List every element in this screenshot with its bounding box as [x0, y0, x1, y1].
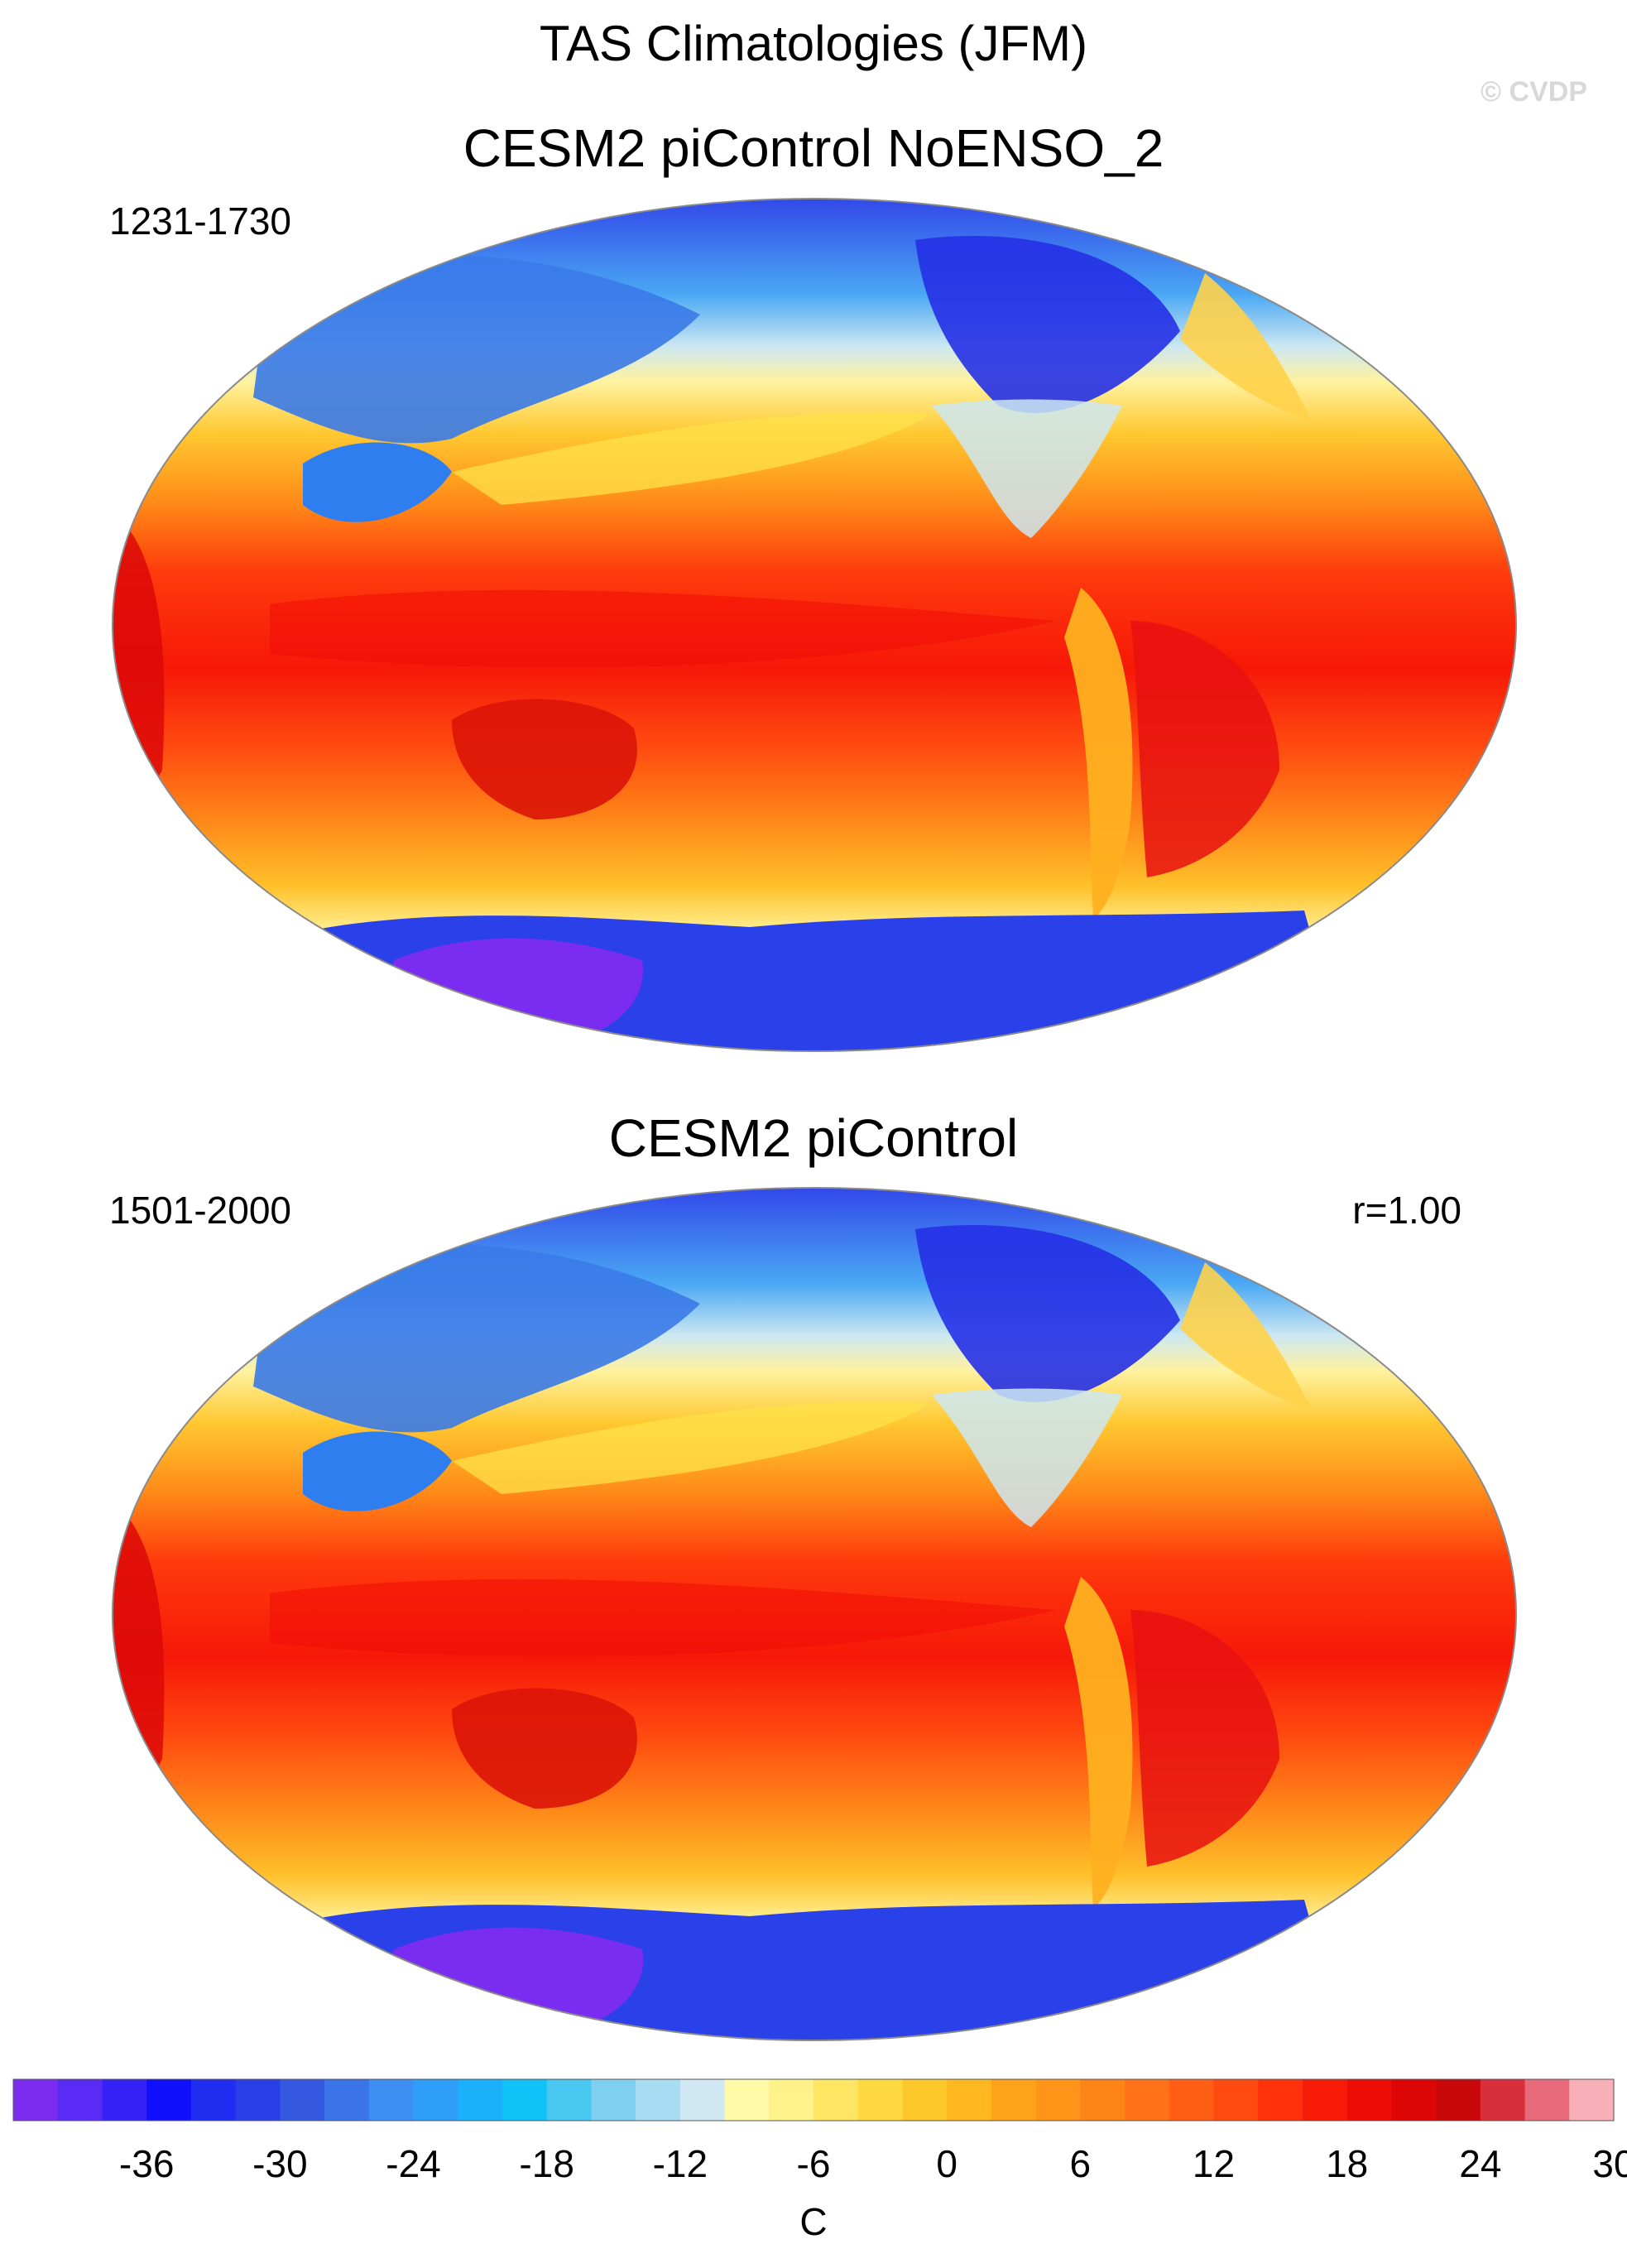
- colorbar-outline: [12, 2078, 1615, 2121]
- colorbar-tick-label: -36: [119, 2142, 174, 2185]
- colorbar-unit: C: [799, 2200, 827, 2243]
- colorbar-swatch: [591, 2079, 636, 2121]
- colorbar-tick-label: -6: [797, 2142, 831, 2185]
- colorbar-swatch: [724, 2079, 770, 2121]
- colorbar-swatch: [1258, 2079, 1303, 2121]
- colorbar-swatch: [324, 2079, 370, 2121]
- colorbar-swatch: [1391, 2079, 1437, 2121]
- panel-2-title: CESM2 piControl: [608, 1108, 1019, 1168]
- colorbar-swatch: [636, 2079, 681, 2121]
- panel-2-years: 1501-2000: [109, 1189, 291, 1232]
- colorbar-swatch: [1080, 2079, 1125, 2121]
- colorbar-swatch: [368, 2079, 415, 2121]
- panel-1-map: [112, 198, 1517, 1052]
- colorbar-tick-label: -24: [386, 2142, 440, 2185]
- colorbar-swatch: [1569, 2079, 1615, 2121]
- colorbar-tick-label: 30: [1592, 2142, 1627, 2185]
- colorbar-swatch: [1169, 2079, 1215, 2121]
- colorbar-swatch: [947, 2079, 992, 2121]
- figure-title: TAS Climatologies (JFM): [539, 16, 1088, 71]
- colorbar-swatch: [991, 2079, 1037, 2121]
- colorbar-tick-label: -12: [653, 2142, 708, 2185]
- colorbar-tick-label: 0: [936, 2142, 957, 2185]
- colorbar-swatch: [1346, 2079, 1392, 2121]
- colorbar-swatch: [57, 2079, 103, 2121]
- colorbar-tick-label: -30: [252, 2142, 307, 2185]
- colorbar-swatch: [902, 2079, 948, 2121]
- colorbar-swatch: [413, 2079, 458, 2121]
- colorbar-swatch: [102, 2079, 147, 2121]
- colorbar-swatch: [857, 2079, 904, 2121]
- colorbar-swatch: [502, 2079, 548, 2121]
- colorbar-swatch: [769, 2079, 814, 2121]
- colorbar-swatch: [1302, 2079, 1348, 2121]
- colorbar-tick-label: 18: [1326, 2142, 1368, 2185]
- colorbar-swatch: [146, 2079, 192, 2121]
- watermark: © CVDP: [1481, 76, 1587, 108]
- colorbar-swatch: [1524, 2079, 1570, 2121]
- colorbar-tick-labels: -36-30-24-18-12-6061218243036: [119, 2142, 1627, 2185]
- colorbar-tick-label: 12: [1193, 2142, 1235, 2185]
- colorbar-swatch: [235, 2079, 281, 2121]
- panel-1-title: CESM2 piControl NoENSO_2: [463, 118, 1164, 178]
- colorbar-tick-label: 24: [1459, 2142, 1501, 2185]
- colorbar: -36-30-24-18-12-6061218243036 C: [12, 2078, 1627, 2243]
- colorbar-swatch: [458, 2079, 503, 2121]
- colorbar-swatch: [1480, 2079, 1526, 2121]
- colorbar-swatch: [546, 2079, 592, 2121]
- panel-2-map: [112, 1187, 1517, 2041]
- colorbar-swatch: [13, 2079, 59, 2121]
- colorbar-swatches: [12, 2078, 1615, 2121]
- colorbar-swatch: [1436, 2079, 1481, 2121]
- colorbar-swatch: [280, 2079, 325, 2121]
- colorbar-swatch: [1125, 2079, 1170, 2121]
- colorbar-swatch: [679, 2079, 726, 2121]
- colorbar-swatch: [1213, 2079, 1259, 2121]
- panel-1-years: 1231-1730: [109, 199, 291, 243]
- colorbar-swatch: [1035, 2079, 1081, 2121]
- colorbar-swatch: [190, 2079, 237, 2121]
- colorbar-tick-label: 6: [1070, 2142, 1092, 2185]
- colorbar-swatch: [814, 2079, 859, 2121]
- panel-2-stat: r=1.00: [1352, 1189, 1461, 1232]
- colorbar-tick-label: -18: [519, 2142, 574, 2185]
